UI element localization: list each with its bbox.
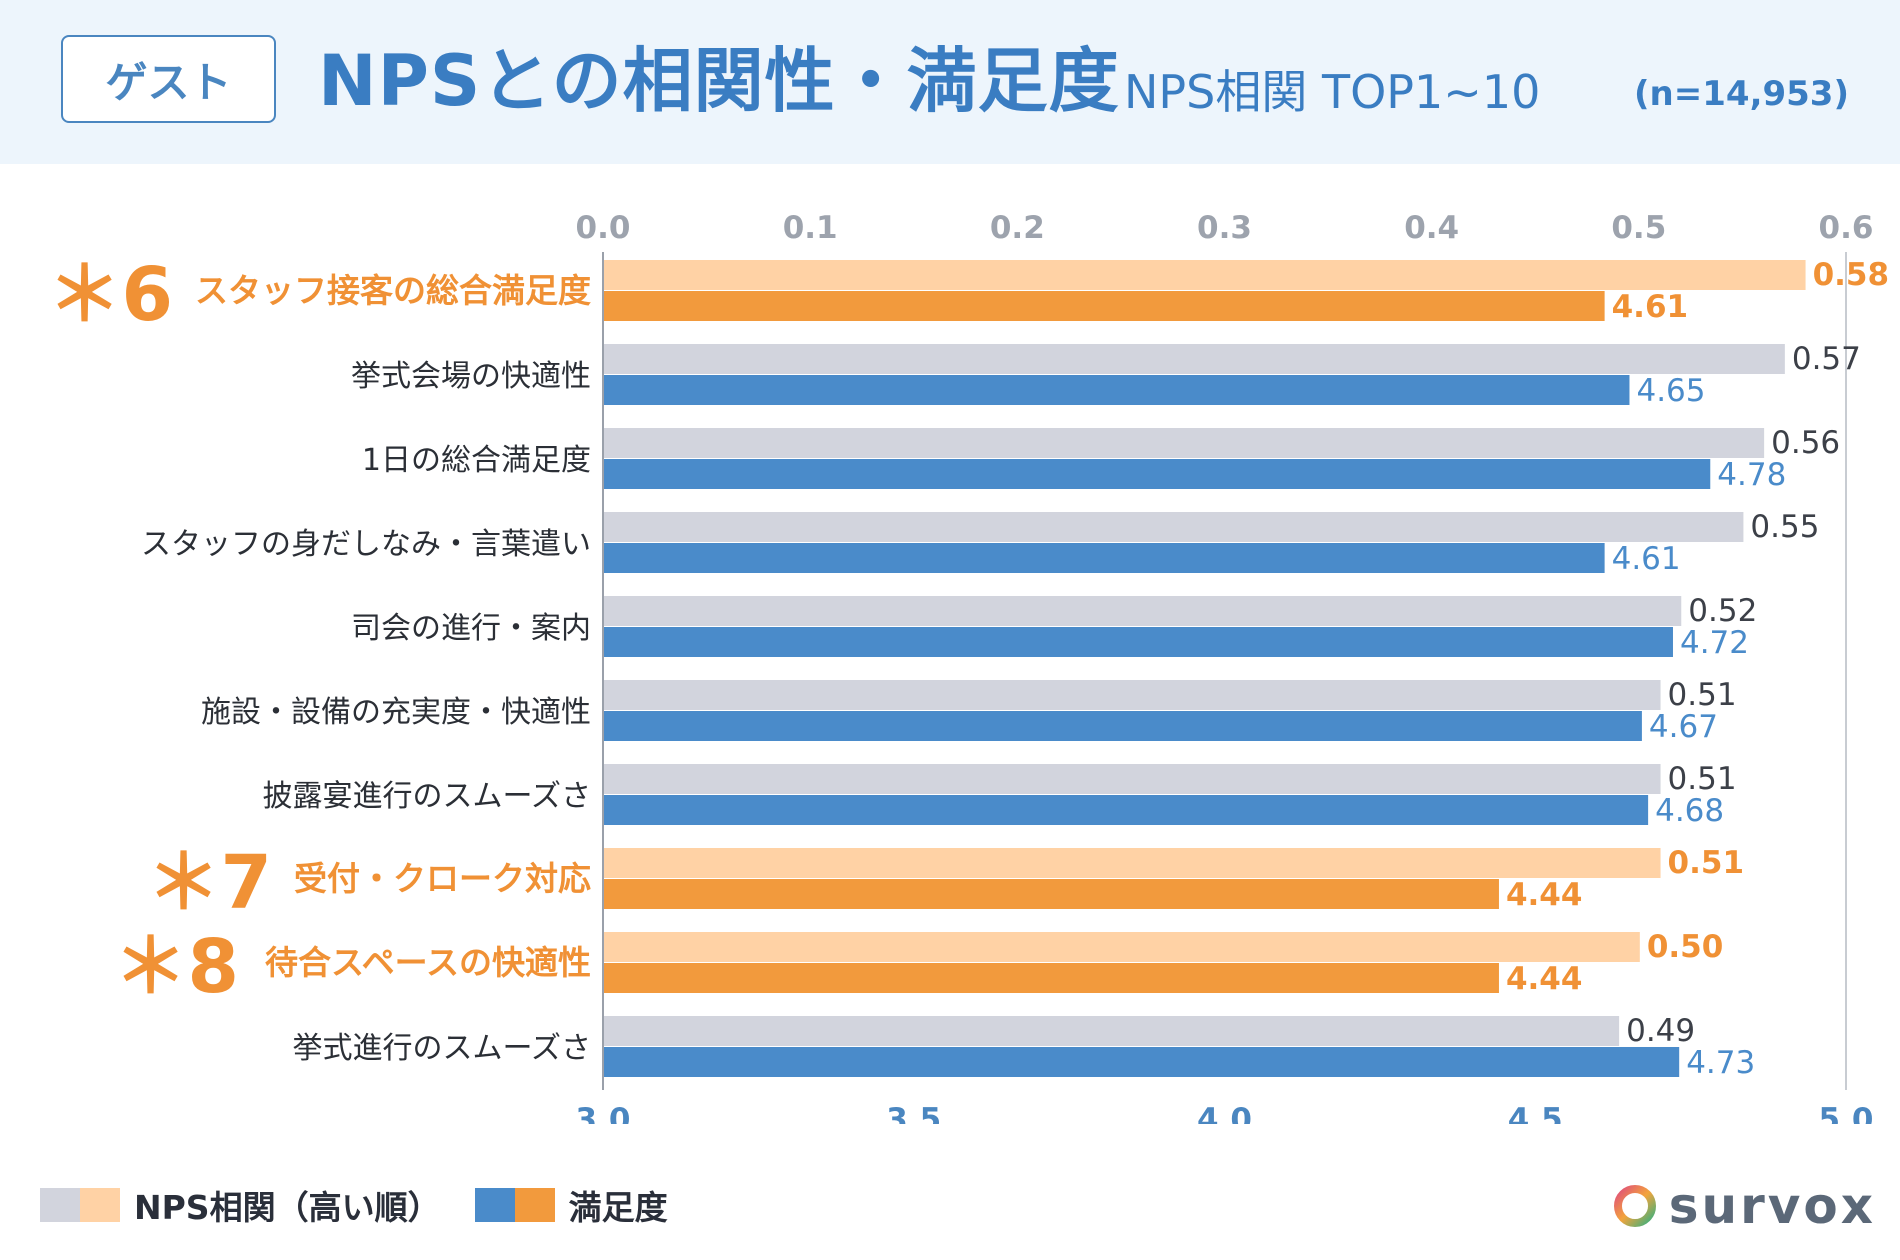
top-axis-tick-label: 0.2 bbox=[990, 210, 1045, 246]
sample-size: (n=14,953) bbox=[1634, 74, 1849, 114]
satisfaction-bar bbox=[604, 879, 1499, 909]
category-label: スタッフの身だしなみ・言葉遣い bbox=[141, 527, 591, 562]
satisfaction-value-label: 4.78 bbox=[1717, 457, 1786, 493]
satisfaction-value-label: 4.73 bbox=[1686, 1045, 1755, 1081]
category-label: 披露宴進行のスムーズさ bbox=[263, 779, 592, 814]
satisfaction-bar bbox=[604, 1047, 1680, 1077]
satisfaction-bar bbox=[604, 711, 1642, 741]
nps-value-label: 0.50 bbox=[1647, 929, 1724, 965]
legend-label-sat: 満足度 bbox=[568, 1188, 668, 1227]
highlight-mark: ＊7 bbox=[147, 840, 273, 926]
nps-value-label: 0.49 bbox=[1626, 1013, 1695, 1049]
nps-value-label: 0.51 bbox=[1668, 761, 1737, 797]
category-label: 挙式進行のスムーズさ bbox=[293, 1031, 592, 1066]
legend-label-nps: NPS相関（高い順） bbox=[134, 1188, 441, 1227]
nps-value-label: 0.51 bbox=[1668, 677, 1737, 713]
nps-bar bbox=[604, 764, 1661, 794]
nps-bar bbox=[604, 512, 1744, 542]
nps-value-label: 0.55 bbox=[1750, 509, 1819, 545]
nps-value-label: 0.58 bbox=[1813, 257, 1890, 293]
top-axis-tick-label: 0.5 bbox=[1611, 210, 1666, 246]
satisfaction-value-label: 4.65 bbox=[1636, 373, 1705, 409]
bottom-axis-tick-label: 3.5 bbox=[886, 1102, 941, 1124]
satisfaction-bar bbox=[604, 963, 1499, 993]
satisfaction-bar bbox=[604, 375, 1630, 405]
satisfaction-value-label: 4.72 bbox=[1680, 625, 1749, 661]
top-axis-tick-label: 0.4 bbox=[1404, 210, 1459, 246]
category-label: 挙式会場の快適性 bbox=[351, 359, 591, 394]
category-label: 施設・設備の充実度・快適性 bbox=[201, 695, 591, 730]
satisfaction-bar bbox=[604, 795, 1649, 825]
satisfaction-value-label: 4.44 bbox=[1506, 877, 1583, 913]
nps-bar bbox=[604, 596, 1682, 626]
nps-value-label: 0.51 bbox=[1668, 845, 1745, 881]
page-subtitle: NPS相関 TOP1~10 bbox=[1124, 65, 1541, 119]
category-label: スタッフ接客の総合満足度 bbox=[195, 271, 591, 310]
legend-swatch-nps-highlight bbox=[80, 1188, 120, 1222]
satisfaction-value-label: 4.61 bbox=[1612, 289, 1689, 325]
survox-logo-icon bbox=[1613, 1185, 1656, 1227]
bottom-axis-tick-label: 3.0 bbox=[576, 1102, 631, 1124]
header-band: ゲスト NPSとの相関性・満足度 NPS相関 TOP1~10 (n=14,953… bbox=[0, 0, 1900, 164]
nps-value-label: 0.56 bbox=[1771, 425, 1840, 461]
satisfaction-value-label: 4.44 bbox=[1506, 961, 1583, 997]
bottom-axis-tick-label: 5.0 bbox=[1819, 1102, 1874, 1124]
brand-logo: survox bbox=[1611, 1177, 1876, 1235]
legend: NPS相関（高い順） 満足度 bbox=[40, 1185, 668, 1227]
nps-bar bbox=[604, 1016, 1620, 1046]
category-label: 司会の進行・案内 bbox=[351, 611, 591, 646]
legend-swatch-nps-normal bbox=[40, 1188, 80, 1222]
nps-bar bbox=[604, 932, 1640, 962]
satisfaction-bar bbox=[604, 543, 1605, 573]
category-label: 受付・クローク対応 bbox=[294, 859, 591, 898]
top-axis-tick-label: 0.6 bbox=[1819, 210, 1874, 246]
nps-bar bbox=[604, 848, 1661, 878]
legend-swatch-sat-normal bbox=[474, 1188, 515, 1222]
legend-swatch-sat-highlight bbox=[514, 1188, 555, 1222]
nps-bar bbox=[604, 344, 1785, 374]
bar-chart: 0.0 0.1 0.2 0.3 0.4 0.5 0.6 3.0 3.5 4.0 4.5 5.0 0.58… bbox=[48, 210, 1890, 1124]
bottom-axis-tick-label: 4.0 bbox=[1197, 1102, 1252, 1124]
satisfaction-value-label: 4.68 bbox=[1655, 793, 1724, 829]
top-axis-tick-label: 0.0 bbox=[576, 210, 631, 246]
satisfaction-bar bbox=[604, 459, 1711, 489]
nps-bar bbox=[604, 260, 1806, 290]
satisfaction-value-label: 4.61 bbox=[1612, 541, 1681, 577]
satisfaction-value-label: 4.67 bbox=[1649, 709, 1718, 745]
satisfaction-bar bbox=[604, 627, 1673, 657]
nps-value-label: 0.57 bbox=[1792, 341, 1861, 377]
nps-value-label: 0.52 bbox=[1688, 593, 1757, 629]
nps-bar bbox=[604, 680, 1661, 710]
page-title: NPSとの相関性・満足度 bbox=[318, 40, 1120, 122]
top-axis-tick-label: 0.3 bbox=[1197, 210, 1252, 246]
guest-badge: ゲスト bbox=[61, 35, 276, 123]
nps-bar bbox=[604, 428, 1765, 458]
satisfaction-bar bbox=[604, 291, 1605, 321]
highlight-mark: ＊6 bbox=[48, 252, 174, 338]
top-axis-tick-label: 0.1 bbox=[783, 210, 838, 246]
category-label: 待合スペースの快適性 bbox=[265, 943, 591, 982]
bottom-axis-tick-label: 4.5 bbox=[1508, 1102, 1563, 1124]
category-label: 1日の総合満足度 bbox=[362, 443, 591, 478]
brand-name: survox bbox=[1668, 1177, 1876, 1235]
highlight-mark: ＊8 bbox=[114, 924, 240, 1010]
